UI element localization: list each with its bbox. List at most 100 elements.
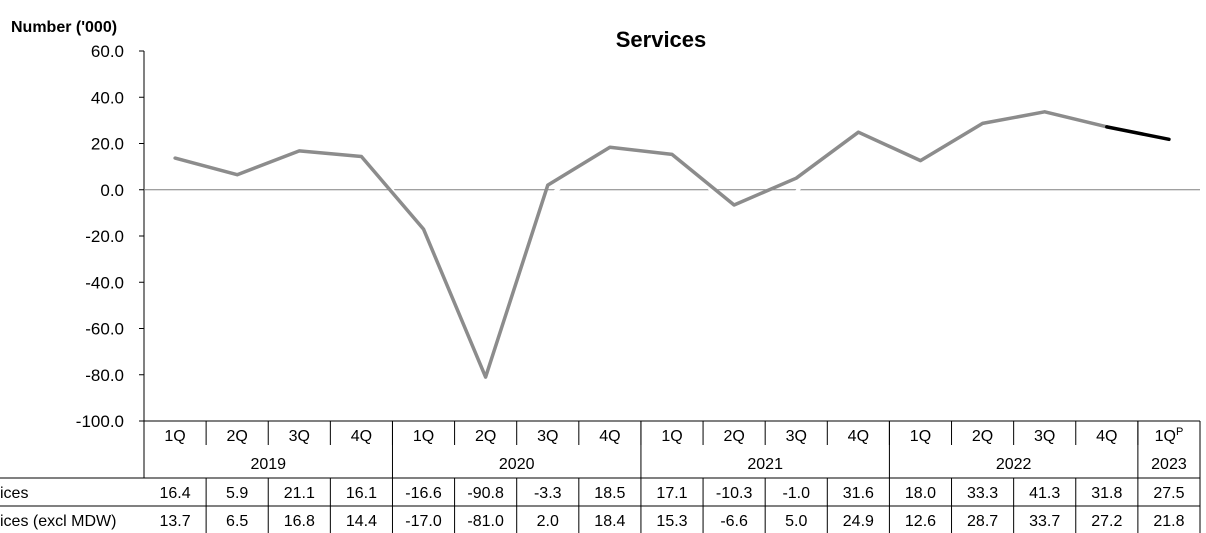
data-point: [360, 151, 363, 154]
data-label: 33.3: [967, 485, 998, 502]
data-label: 16.8: [284, 513, 315, 530]
quarter-label: 2Q: [475, 428, 496, 445]
data-label: 18.4: [594, 513, 625, 530]
series-line-1: [173, 92, 1171, 402]
data-label: 21.1: [284, 485, 315, 502]
data-label: -81.0: [467, 513, 504, 530]
data-point: [1167, 138, 1170, 141]
data-label: 24.9: [843, 513, 874, 530]
data-label: -6.6: [720, 513, 748, 530]
y-axis-label: Number ('000): [11, 19, 117, 36]
y-tick-label: -100.0: [76, 412, 124, 431]
data-label: -16.6: [405, 485, 442, 502]
data-point: [795, 191, 798, 194]
data-label: 33.7: [1029, 513, 1060, 530]
data-point: [857, 115, 860, 118]
data-point: [298, 139, 301, 142]
data-label: -3.3: [534, 485, 562, 502]
data-label: 18.0: [905, 485, 936, 502]
quarter-label: 2Q: [227, 428, 248, 445]
y-tick-label: -40.0: [85, 273, 124, 292]
data-label: 15.3: [656, 513, 687, 530]
quarter-label: 4Q: [848, 428, 869, 445]
data-label: 5.9: [226, 485, 248, 502]
data-point: [671, 153, 674, 156]
data-label: 13.7: [159, 513, 190, 530]
y-tick-label: 0.0: [100, 181, 124, 200]
data-point: [795, 177, 798, 180]
data-label: 5.0: [785, 513, 807, 530]
quarter-label: 4Q: [599, 428, 620, 445]
data-point: [484, 376, 487, 379]
y-tick-label: 40.0: [91, 88, 124, 107]
quarter-label: 1Q: [164, 428, 185, 445]
data-point: [608, 146, 611, 149]
quarter-label: 1QP: [1155, 426, 1184, 445]
y-tick-label: -20.0: [85, 227, 124, 246]
data-label: 28.7: [967, 513, 998, 530]
data-label: 12.6: [905, 513, 936, 530]
data-label: 16.1: [346, 485, 377, 502]
data-label: 31.6: [843, 485, 874, 502]
data-label: 16.4: [159, 485, 190, 502]
year-label: 2020: [499, 456, 535, 473]
y-tick-label: 60.0: [91, 42, 124, 61]
quarter-label: 1Q: [661, 428, 682, 445]
data-label: 27.5: [1153, 485, 1184, 502]
data-point: [857, 131, 860, 134]
quarter-label: 4Q: [351, 428, 372, 445]
data-label: 14.4: [346, 513, 377, 530]
data-label: 18.5: [594, 485, 625, 502]
y-tick-label: 20.0: [91, 135, 124, 154]
quarter-label: 1Q: [910, 428, 931, 445]
data-label: 6.5: [226, 513, 248, 530]
data-point: [919, 159, 922, 162]
data-point: [360, 155, 363, 158]
series-line-2: [173, 110, 1109, 379]
row-label: ices (excl MDW): [0, 513, 116, 530]
data-point: [1105, 125, 1108, 128]
year-label: 2021: [747, 456, 783, 473]
data-point: [422, 228, 425, 231]
data-point: [919, 147, 922, 150]
data-label: -10.3: [716, 485, 753, 502]
quarter-label: 2Q: [723, 428, 744, 445]
data-point: [981, 111, 984, 114]
series-lines: [173, 92, 1171, 402]
data-point: [546, 196, 549, 199]
data-label: -1.0: [782, 485, 810, 502]
y-tick-label: -60.0: [85, 320, 124, 339]
year-label: 2022: [996, 456, 1032, 473]
data-point: [174, 157, 177, 160]
data-point: [484, 398, 487, 401]
year-label: 2019: [250, 456, 286, 473]
data-label: 31.8: [1091, 485, 1122, 502]
data-label: 2.0: [537, 513, 559, 530]
chart-title: Services: [616, 27, 707, 52]
quarter-label: 3Q: [537, 428, 558, 445]
data-label: 17.1: [656, 485, 687, 502]
data-table: 2019 2020 2021 2022 2023 1Q 2Q 3Q 4Q 1Q 2Q 3Q 4Q 1Q 2Q…: [0, 420, 1201, 533]
y-tick-label: -80.0: [85, 366, 124, 385]
data-point: [298, 149, 301, 152]
y-axis: 60.0 40.0 20.0 0.0 -20.0 -40.0 -60.0 -80.0 -100.…: [76, 42, 1200, 478]
series-line-2-final-segment: [1105, 125, 1171, 142]
data-label: -90.8: [467, 485, 504, 502]
quarter-label: 3Q: [289, 428, 310, 445]
quarter-label: 1Q: [413, 428, 434, 445]
data-point: [1043, 93, 1046, 96]
data-label: 27.2: [1091, 513, 1122, 530]
data-label: -17.0: [405, 513, 442, 530]
data-label: 21.8: [1153, 513, 1184, 530]
data-point: [981, 122, 984, 125]
data-point: [1043, 110, 1046, 113]
data-label: 41.3: [1029, 485, 1060, 502]
data-point: [1105, 115, 1108, 118]
data-point: [671, 149, 674, 152]
data-point: [236, 173, 239, 176]
data-point: [733, 212, 736, 215]
data-point: [546, 184, 549, 187]
quarter-label: 2Q: [972, 428, 993, 445]
quarter-label: 3Q: [1034, 428, 1055, 445]
